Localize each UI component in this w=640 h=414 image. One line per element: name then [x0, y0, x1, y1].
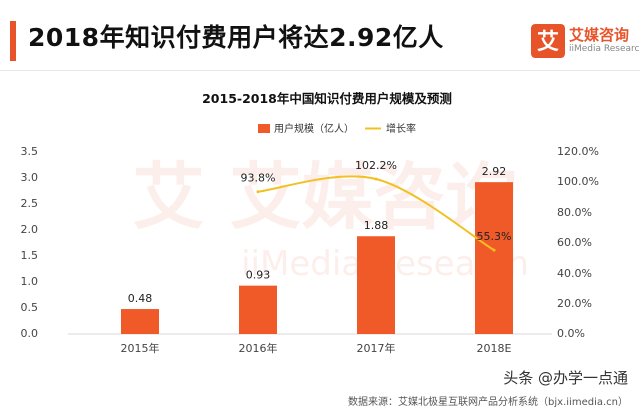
x-tick-label: 2018E	[477, 342, 512, 355]
y-left-tick: 3.0	[21, 171, 39, 184]
y-left-tick: 1.5	[21, 249, 39, 262]
x-tick-label: 2017年	[357, 341, 396, 355]
y-right-tick: 60.0%	[557, 236, 592, 249]
y-right-tick: 80.0%	[557, 206, 592, 219]
y-right-tick: 120.0%	[557, 145, 599, 158]
y-axis-right: 0.0% 20.0% 40.0% 60.0% 80.0% 100.0% 120.…	[557, 145, 599, 340]
growth-line-point	[256, 190, 260, 194]
y-right-tick: 20.0%	[557, 297, 592, 310]
logo-subtitle: iiMedia Research	[569, 44, 640, 54]
bar-2	[357, 236, 395, 334]
y-axis-left: 0.0 0.5 1.0 1.5 2.0 2.5 3.0 3.5	[21, 145, 39, 340]
data-source: 数据来源：艾媒北极星互联网产品分析系统（bjx.iimedia.cn）	[348, 397, 628, 408]
y-left-tick: 3.5	[21, 145, 39, 158]
line-data-labels: 93.8% 102.2% 55.3%	[241, 159, 512, 243]
y-left-tick: 0.5	[21, 301, 39, 314]
y-left-tick: 1.0	[21, 275, 39, 288]
bar-3	[475, 182, 513, 334]
y-right-tick: 0.0%	[557, 327, 585, 340]
bar-value-label: 0.93	[246, 269, 271, 282]
x-axis: 2015年 2016年 2017年 2018E	[121, 341, 512, 355]
chart-title: 2015-2018年中国知识付费用户规模及预测	[202, 91, 452, 106]
y-left-tick: 2.5	[21, 197, 39, 210]
line-value-label: 93.8%	[241, 172, 276, 185]
logo-mark-icon: 艾	[531, 24, 565, 58]
watermark-text: 艾 艾媒咨询	[132, 155, 517, 239]
bar-value-label: 2.92	[482, 165, 507, 178]
bar-data-labels: 0.48 0.93 1.88 2.92	[128, 165, 507, 305]
y-left-tick: 0.0	[21, 327, 39, 340]
growth-line-series	[256, 175, 496, 252]
growth-line-point	[374, 177, 378, 181]
line-value-label: 55.3%	[477, 230, 512, 243]
bar-value-label: 1.88	[364, 219, 389, 232]
logo-mark-glyph: 艾	[537, 30, 559, 55]
logo-mark-bg	[531, 24, 565, 58]
line-value-label: 102.2%	[355, 159, 397, 172]
y-left-tick: 2.0	[21, 223, 39, 236]
y-right-tick: 100.0%	[557, 175, 599, 188]
source-badge: 头条 @办学一点通	[503, 369, 628, 387]
header-divider	[0, 70, 640, 71]
y-right-tick: 40.0%	[557, 267, 592, 280]
chart-legend: 用户规模（亿人） 增长率	[258, 122, 416, 135]
watermark: 艾 艾媒咨询 iiMedia Research	[132, 155, 528, 284]
title-accent-bar	[10, 21, 16, 61]
bar-0	[121, 309, 159, 334]
bar-value-label: 0.48	[128, 292, 153, 305]
legend-swatch-bar	[258, 124, 270, 133]
page-title: 2018年知识付费用户将达2.92亿人	[28, 23, 444, 52]
legend-label-line: 增长率	[386, 122, 416, 135]
bar-series	[121, 182, 513, 334]
x-tick-label: 2015年	[121, 341, 160, 355]
x-tick-label: 2016年	[239, 341, 278, 355]
logo-name: 艾媒咨询	[569, 26, 630, 44]
growth-line-point	[492, 248, 496, 252]
bar-1	[239, 285, 277, 334]
legend-label-bar: 用户规模（亿人）	[274, 122, 354, 135]
brand-logo: 艾 艾媒咨询 iiMedia Research	[531, 24, 640, 62]
